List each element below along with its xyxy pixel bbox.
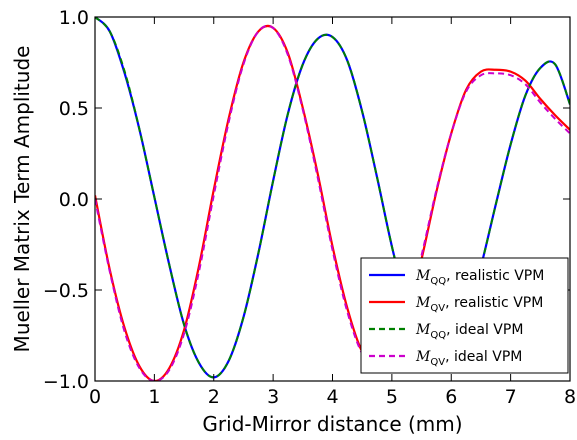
legend-subscript: QV xyxy=(430,303,445,314)
legend-label: , ideal VPM xyxy=(445,349,522,365)
legend-label: , realistic VPM xyxy=(445,295,543,311)
legend-subscript: QQ xyxy=(430,330,446,341)
series-line-4 xyxy=(95,24,570,381)
series-line-3 xyxy=(95,17,570,379)
x-tick-label: 2 xyxy=(208,386,220,408)
y-tick-label: 0.0 xyxy=(59,189,89,211)
legend-subscript: QQ xyxy=(430,276,446,287)
legend-subscript: QV xyxy=(430,357,445,368)
y-tick-label: 0.5 xyxy=(59,98,89,120)
y-axis-title: Mueller Matrix Term Amplitude xyxy=(10,46,34,353)
legend-box xyxy=(360,257,569,374)
x-tick-label: 6 xyxy=(445,386,457,408)
legend-label: , ideal VPM xyxy=(446,322,523,338)
y-tick-label: 1.0 xyxy=(59,7,89,29)
legend-label: , realistic VPM xyxy=(446,268,544,284)
legend-entry-1: MQQ, realistic VPM xyxy=(415,268,544,287)
series-line-2 xyxy=(95,24,570,381)
legend-entry-3: MQQ, ideal VPM xyxy=(415,322,523,341)
x-tick-label: 5 xyxy=(386,386,398,408)
x-tick-label: 7 xyxy=(505,386,517,408)
y-tick-label: −1.0 xyxy=(43,371,89,393)
x-tick-label: 1 xyxy=(148,386,160,408)
legend-symbol: M xyxy=(415,322,431,338)
x-tick-label: 0 xyxy=(89,386,101,408)
legend-symbol: M xyxy=(415,268,431,284)
x-axis-title: Grid-Mirror distance (mm) xyxy=(202,412,462,436)
y-tick-label: −0.5 xyxy=(43,280,89,302)
x-tick-label: 3 xyxy=(267,386,279,408)
legend-entry-2: MQV, realistic VPM xyxy=(415,295,543,314)
legend-symbol: M xyxy=(415,349,431,365)
ticks-layer: 0 1 2 3 4 5 6 7 8 1.0 0.5 0.0 −0.5 −1.0 xyxy=(43,7,576,408)
legend-symbol: M xyxy=(415,295,431,311)
x-tick-label: 8 xyxy=(564,386,576,408)
x-tick-label: 4 xyxy=(326,386,338,408)
series-layer xyxy=(95,17,570,381)
legend-entry-4: MQV, ideal VPM xyxy=(415,349,522,368)
